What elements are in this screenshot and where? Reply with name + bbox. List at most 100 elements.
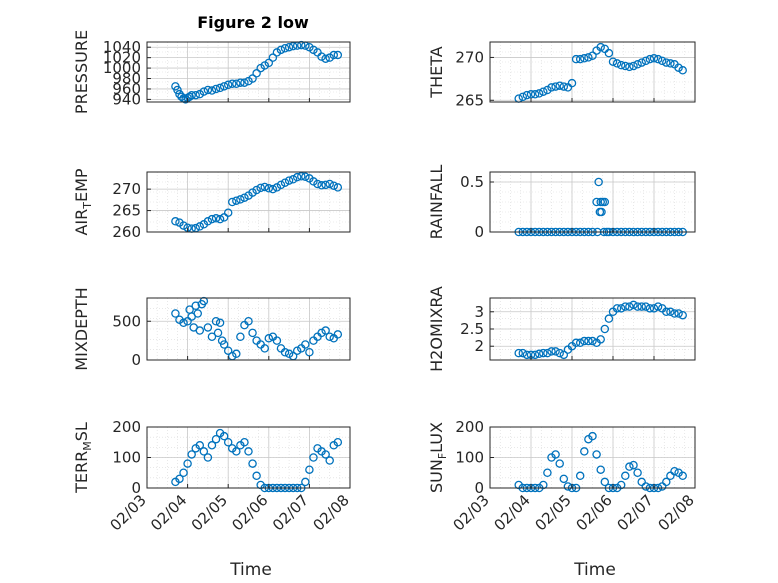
data-point <box>268 53 278 62</box>
data-point <box>317 52 326 61</box>
data-point <box>305 347 314 357</box>
data-point <box>616 60 626 70</box>
data-point <box>195 441 205 450</box>
data-point <box>625 62 634 72</box>
data-point <box>207 441 217 450</box>
data-point <box>264 334 274 343</box>
data-point <box>171 309 180 318</box>
data-point <box>522 90 532 100</box>
data-point <box>571 54 581 64</box>
data-point <box>596 42 605 52</box>
axes-box <box>146 41 351 103</box>
data-point <box>321 326 330 335</box>
data-point <box>559 350 569 360</box>
data-point <box>662 58 671 67</box>
data-point <box>199 87 209 96</box>
data-point <box>555 81 564 90</box>
y-tick-label: 0.5 <box>460 173 484 191</box>
data-point <box>567 78 577 88</box>
data-point <box>321 180 330 190</box>
data-point <box>219 340 229 349</box>
data-point <box>317 328 326 338</box>
data-point <box>211 316 221 326</box>
data-point <box>309 453 318 462</box>
data-point <box>678 66 687 75</box>
data-point <box>183 459 192 468</box>
data-point <box>621 471 630 481</box>
data-point <box>211 434 221 444</box>
data-point <box>539 87 548 96</box>
data-point <box>645 304 655 313</box>
data-point <box>600 197 610 207</box>
data-point <box>284 42 294 52</box>
axes-box <box>146 297 351 361</box>
data-point <box>244 447 253 456</box>
panel-4: 0 0.5 RAINFALL <box>427 165 696 241</box>
data-point <box>171 217 180 226</box>
data-point <box>195 326 205 335</box>
data-point <box>248 459 257 468</box>
y-tick-label: 265 <box>455 91 484 109</box>
y-axis-label: MIXDEPTH <box>72 287 91 370</box>
x-tick-label: 02/05 <box>532 491 575 534</box>
data-point <box>649 304 659 313</box>
data-point <box>600 324 610 334</box>
data-point <box>276 180 286 190</box>
data-point <box>534 89 544 98</box>
data-point <box>173 85 182 95</box>
data-point <box>252 185 261 195</box>
data-point <box>625 462 634 471</box>
data-point <box>633 302 642 311</box>
data-point <box>333 437 343 447</box>
data-point <box>666 307 675 317</box>
data-point <box>223 80 233 90</box>
data-point <box>223 437 233 447</box>
data-point <box>292 346 302 355</box>
data-point <box>272 336 282 345</box>
data-point <box>280 44 290 53</box>
panel-5: 0 500 MIXDEPTH <box>72 287 351 371</box>
data-point <box>240 437 249 447</box>
data-point <box>518 92 528 102</box>
data-point <box>616 304 626 313</box>
data-point <box>629 460 638 470</box>
data-point <box>284 349 294 359</box>
data-point <box>215 318 225 328</box>
y-tick-label: 960 <box>112 80 141 98</box>
data-point <box>236 332 245 341</box>
data-point <box>596 465 605 474</box>
data-point <box>297 172 306 181</box>
data-point <box>268 184 278 194</box>
data-point <box>604 48 614 58</box>
data-point <box>280 178 290 187</box>
data-point <box>543 468 552 477</box>
data-point <box>252 69 261 78</box>
data-point <box>666 59 675 68</box>
y-axis-label: H2OMIXRA <box>427 286 446 372</box>
data-point <box>207 332 217 341</box>
data-point <box>207 214 217 224</box>
y-tick-label: 265 <box>112 202 141 220</box>
data-point <box>232 196 241 205</box>
y-axis-label: TERRMSL <box>72 422 94 494</box>
y-tick-label: 1020 <box>103 49 141 67</box>
data-point <box>629 61 638 71</box>
data-point <box>571 338 581 348</box>
x-tick-label: 02/07 <box>269 491 312 534</box>
data-point <box>633 468 642 477</box>
data-point <box>530 350 540 360</box>
data-point <box>211 214 221 223</box>
data-point <box>329 50 339 60</box>
y-axis-label: AIRTEMP <box>72 168 94 235</box>
data-point <box>211 84 221 94</box>
y-tick-label: 2 <box>474 337 484 355</box>
data-point <box>248 74 257 83</box>
data-point <box>223 346 233 355</box>
y-tick-label: 2.5 <box>460 320 484 338</box>
data-point <box>219 82 229 91</box>
data-point <box>649 54 659 63</box>
data-point <box>641 302 651 311</box>
data-point <box>256 183 265 193</box>
axes-box <box>489 41 696 103</box>
